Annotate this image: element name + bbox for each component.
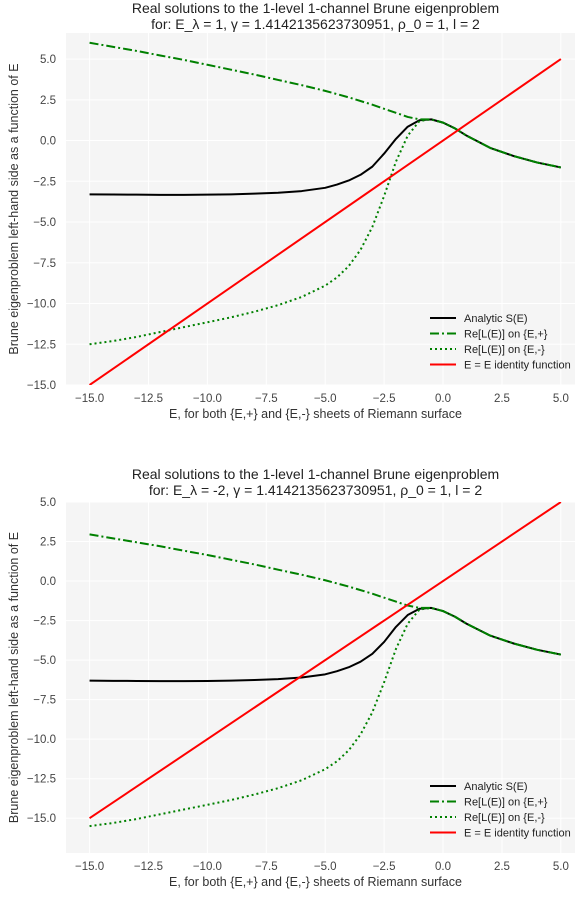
x-tick-label: −5.0: [314, 393, 337, 405]
y-axis-label: Brune eigenproblem left-hand side as a f…: [7, 532, 21, 823]
series-group: [89, 502, 562, 828]
y-tick-label: 0.0: [40, 576, 56, 588]
chart-title: Real solutions to the 1-level 1-channel …: [132, 466, 499, 482]
x-tick-label: 2.5: [494, 861, 510, 873]
x-tick-label: −10.0: [193, 393, 222, 405]
x-tick-label: −12.5: [134, 861, 163, 873]
legend-entry: Analytic S(E): [464, 313, 528, 325]
x-axis-label: E, for both {E,+} and {E,-} sheets of Ri…: [169, 407, 462, 421]
x-tick-label: 0.0: [435, 393, 451, 405]
series-line-1: [89, 118, 562, 196]
x-tick-label: 2.5: [494, 393, 510, 405]
series-line-2: [89, 533, 562, 656]
x-tick-label: 5.0: [553, 393, 569, 405]
series-group: [88, 41, 562, 385]
x-tick-label: −10.0: [193, 861, 222, 873]
legend-entry: E = E identity function: [464, 360, 571, 372]
series-line-4: [88, 58, 562, 385]
y-axis-label: Brune eigenproblem left-hand side as a f…: [7, 63, 21, 354]
x-tick-label: −7.5: [255, 393, 278, 405]
y-tick-label: 2.5: [40, 95, 56, 107]
series-line-4: [89, 502, 562, 820]
y-tick-label: 5.0: [40, 497, 56, 509]
y-tick-label: −15.0: [27, 813, 56, 825]
chart-subtitle: for: E_λ = 1, γ = 1.4142135623730951, ρ_…: [151, 16, 480, 32]
y-tick-label: −10.0: [27, 299, 56, 311]
y-tick-label: 0.0: [40, 136, 56, 148]
x-axis-label: E, for both {E,+} and {E,-} sheets of Ri…: [169, 875, 462, 889]
x-tick-label: −15.0: [75, 393, 104, 405]
chart-title: Real solutions to the 1-level 1-channel …: [132, 0, 499, 16]
x-tick-label: −5.0: [314, 861, 337, 873]
legend-entry: Re[L(E)] on {E,-}: [464, 344, 545, 356]
y-tick-label: −2.5: [33, 616, 56, 628]
y-tick-label: −12.5: [27, 339, 56, 351]
chart-2: Real solutions to the 1-level 1-channel …: [7, 466, 575, 889]
x-tick-label: −2.5: [373, 393, 396, 405]
legend-entry: Analytic S(E): [464, 781, 528, 793]
x-tick-label: −7.5: [255, 861, 278, 873]
y-tick-label: 5.0: [40, 54, 56, 66]
x-tick-label: −15.0: [75, 861, 104, 873]
x-tick-label: −2.5: [373, 861, 396, 873]
series-line-2: [89, 41, 562, 169]
chart-1: Real solutions to the 1-level 1-channel …: [7, 0, 575, 421]
y-tick-label: −7.5: [33, 695, 56, 707]
plot-area: [66, 502, 575, 853]
legend-entry: Re[L(E)] on {E,+}: [464, 329, 548, 341]
legend-entry: E = E identity function: [464, 828, 571, 840]
y-tick-label: −2.5: [33, 176, 56, 188]
y-tick-label: 2.5: [40, 537, 56, 549]
y-tick-label: −5.0: [33, 655, 56, 667]
x-tick-label: 0.0: [435, 861, 451, 873]
legend-entry: Re[L(E)] on {E,-}: [464, 812, 545, 824]
y-tick-label: −10.0: [27, 734, 56, 746]
legend-entry: Re[L(E)] on {E,+}: [464, 797, 548, 809]
y-tick-label: −15.0: [27, 380, 56, 392]
y-tick-label: −7.5: [33, 258, 56, 270]
series-line-1: [89, 606, 562, 683]
x-tick-label: 5.0: [553, 861, 569, 873]
y-tick-label: −5.0: [33, 217, 56, 229]
plot-area: [66, 33, 575, 385]
chart-subtitle: for: E_λ = -2, γ = 1.4142135623730951, ρ…: [149, 482, 483, 498]
x-tick-label: −12.5: [134, 393, 163, 405]
y-tick-label: −12.5: [27, 774, 56, 786]
